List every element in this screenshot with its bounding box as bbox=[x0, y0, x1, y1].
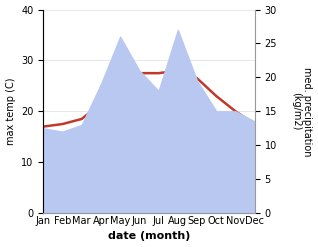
X-axis label: date (month): date (month) bbox=[108, 231, 190, 242]
Y-axis label: med. precipitation
(kg/m2): med. precipitation (kg/m2) bbox=[291, 67, 313, 156]
Y-axis label: max temp (C): max temp (C) bbox=[5, 78, 16, 145]
